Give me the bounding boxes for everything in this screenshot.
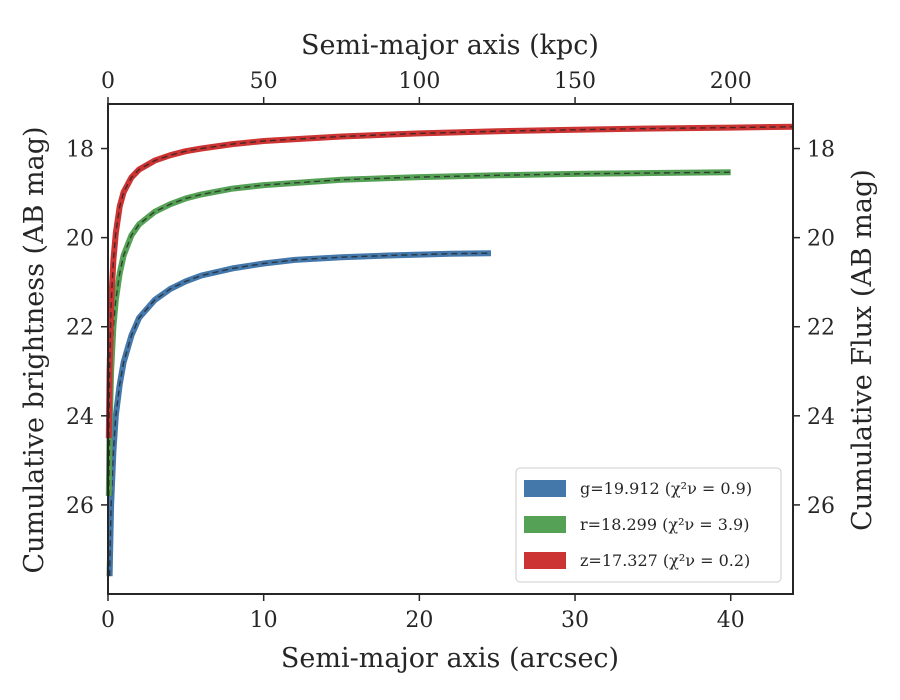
x-tick-label-2: 20: [405, 608, 433, 633]
y-right-tick-label-3: 24: [807, 405, 835, 430]
top-x-tick-label-3: 150: [554, 69, 596, 94]
y-right-tick-label-0: 18: [807, 138, 835, 163]
series-model-line-1: [108, 171, 731, 497]
x-axis-top-title: Semi-major axis (kpc): [301, 30, 599, 61]
legend-frame: [515, 467, 782, 583]
series-line-0: [106, 250, 492, 577]
x-tick-label-1: 10: [250, 608, 278, 633]
x-axis-title: Semi-major axis (arcsec): [281, 643, 619, 674]
y-tick-label-1: 20: [66, 227, 94, 252]
top-x-tick-label-2: 100: [398, 69, 440, 94]
legend-label-2: z=17.327 (χ²ν = 0.2): [580, 551, 750, 570]
y-tick-label-0: 18: [66, 138, 94, 163]
plot-frame: [107, 103, 794, 595]
x-tick-label-4: 40: [717, 608, 745, 633]
series-layer: [105, 123, 794, 577]
y-axis-right-title: Cumulative Flux (AB mag): [847, 169, 878, 531]
top-x-tick-label-4: 200: [710, 69, 752, 94]
y-tick-label-2: 22: [66, 316, 94, 341]
y-tick-label-4: 26: [66, 494, 94, 519]
y-right-tick-label-4: 26: [807, 494, 835, 519]
legend-label-0: g=19.912 (χ²ν = 0.9): [580, 479, 752, 498]
y-right-tick-label-1: 20: [807, 227, 835, 252]
y-axis-title: Cumulative brightness (AB mag): [19, 126, 50, 573]
y-tick-label-3: 24: [66, 405, 94, 430]
x-tick-label-3: 30: [561, 608, 589, 633]
series-model-line-0: [108, 252, 492, 577]
y-right-tick-label-2: 22: [807, 316, 835, 341]
series-line-1: [105, 169, 731, 497]
top-x-tick-label-1: 50: [250, 69, 278, 94]
series-model-line-2: [108, 126, 794, 439]
legend-swatch-1: [524, 516, 566, 533]
top-x-tick-label-0: 0: [101, 69, 115, 94]
legend: g=19.912 (χ²ν = 0.9) r=18.299 (χ²ν = 3.9)…: [515, 467, 782, 583]
legend-swatch-2: [524, 552, 566, 569]
x-tick-label-0: 0: [101, 608, 115, 633]
ticks-layer: 0 10 20 30 40 0 50 100 150 200 18 18 20 20 22 22 24 24 26 2…: [66, 69, 835, 633]
legend-label-1: r=18.299 (χ²ν = 3.9): [580, 515, 749, 534]
legend-swatch-0: [524, 480, 566, 497]
